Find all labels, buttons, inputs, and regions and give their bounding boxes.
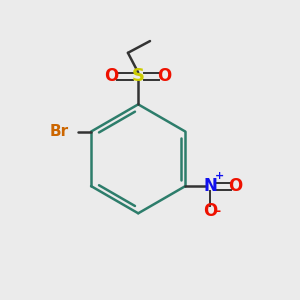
Text: S: S [132,68,145,85]
Text: O: O [105,68,119,85]
Text: +: + [215,171,224,181]
Text: N: N [203,177,218,195]
Text: O: O [158,68,172,85]
Text: -: - [215,205,220,218]
Text: O: O [203,202,218,220]
Text: O: O [228,177,243,195]
Text: Br: Br [50,124,69,139]
